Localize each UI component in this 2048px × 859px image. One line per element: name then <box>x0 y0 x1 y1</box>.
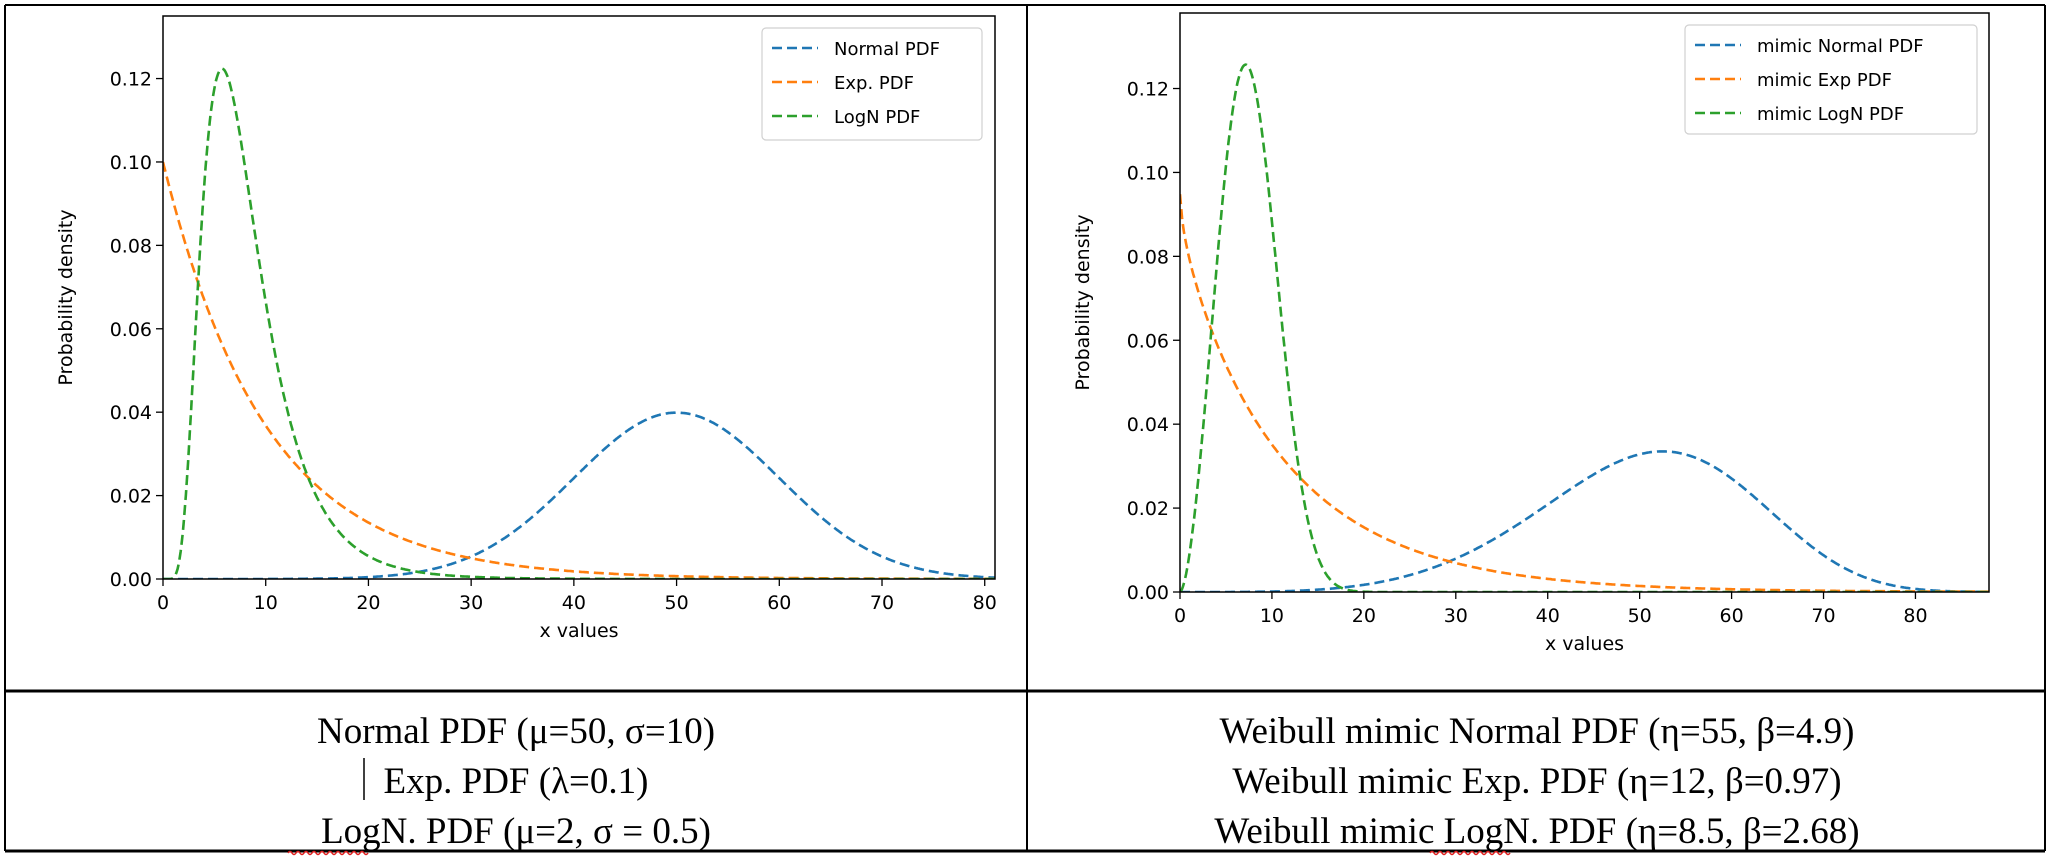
legend-label: mimic Normal PDF <box>1757 36 1924 57</box>
left-chart: 0 10 20 30 40 50 60 70 80 0.00 0.02 0.04 0.06 0.08 0.1… <box>55 15 997 642</box>
y-tick-label: 0.08 <box>1127 246 1169 268</box>
legend: Normal PDF Exp. PDF LogN PDF <box>761 27 983 141</box>
legend: mimic Normal PDF mimic Exp PDF mimic LogN … <box>1684 24 1978 135</box>
x-tick-label: 60 <box>767 592 791 614</box>
x-tick-label: 0 <box>1174 605 1186 627</box>
axes-frame <box>162 15 996 580</box>
caption-line: Weibull mimic Exp. PDF (η=12, β=0.97) <box>1232 761 1842 802</box>
right-caption: Weibull mimic Normal PDF (η=55, β=4.9) W… <box>1027 707 2047 857</box>
y-tick-label: 0.10 <box>1127 162 1169 184</box>
y-tick-label: 0.12 <box>110 69 152 91</box>
legend-label: LogN PDF <box>834 107 920 128</box>
x-tick-label: 20 <box>356 592 380 614</box>
y-tick-label: 0.04 <box>110 402 152 424</box>
x-tick-label: 50 <box>664 592 688 614</box>
y-tick-label: 0.00 <box>110 569 152 591</box>
caption-line: Weibull mimic Normal PDF (η=55, β=4.9) <box>1219 711 1855 752</box>
x-tick-label: 30 <box>459 592 483 614</box>
x-tick-label: 80 <box>973 592 997 614</box>
series-line <box>163 161 995 579</box>
legend-label: Exp. PDF <box>834 73 914 94</box>
x-tick-label: 40 <box>562 592 586 614</box>
y-tick-label: 0.04 <box>1127 414 1169 436</box>
series-line <box>1180 63 1989 592</box>
x-tick-label: 0 <box>157 592 169 614</box>
x-tick-label: 60 <box>1719 605 1743 627</box>
y-tick-label: 0.06 <box>110 319 152 341</box>
legend-box <box>1684 24 1978 135</box>
x-tick-label: 50 <box>1628 605 1652 627</box>
x-tick-label: 70 <box>870 592 894 614</box>
y-tick-label: 0.02 <box>1127 498 1169 520</box>
spellcheck-underlines <box>287 850 1511 856</box>
y-tick-label: 0.10 <box>110 152 152 174</box>
y-tick-label: 0.08 <box>110 235 152 257</box>
legend-label: mimic LogN PDF <box>1757 104 1904 125</box>
series-line <box>163 67 995 579</box>
x-axis-label: x values <box>539 620 618 642</box>
caption-line: Normal PDF (μ=50, σ=10) <box>316 711 716 752</box>
y-tick-label: 0.02 <box>110 486 152 508</box>
y-tick-label: 0.00 <box>1127 582 1169 604</box>
y-axis-label: Probability density <box>1072 214 1094 390</box>
x-axis-label: x values <box>1545 633 1624 655</box>
x-tick-label: 70 <box>1811 605 1835 627</box>
y-axis-label: Probability density <box>55 209 77 385</box>
series-line <box>1180 450 1989 592</box>
series-line <box>1180 194 1989 592</box>
x-tick-label: 20 <box>1352 605 1376 627</box>
legend-label: Normal PDF <box>834 39 940 60</box>
caption-line: Exp. PDF (λ=0.1) <box>383 761 649 802</box>
x-tick-label: 80 <box>1903 605 1927 627</box>
right-chart: 0 10 20 30 40 50 60 70 80 0.00 0.02 0.04 0.06 0.08 0.1… <box>1072 12 1990 655</box>
axes-frame <box>1179 12 1990 593</box>
x-tick-label: 40 <box>1536 605 1560 627</box>
x-tick-label: 10 <box>254 592 278 614</box>
y-tick-label: 0.12 <box>1127 79 1169 101</box>
caption-line: Weibull mimic LogN. PDF (η=8.5, β=2.68) <box>1214 811 1860 852</box>
x-tick-label: 10 <box>1260 605 1284 627</box>
y-tick-label: 0.06 <box>1127 330 1169 352</box>
caption-line: LogN. PDF (μ=2, σ = 0.5) <box>321 811 711 852</box>
left-caption: Normal PDF (μ=50, σ=10) Exp. PDF (λ=0.1)… <box>6 707 1026 857</box>
legend-label: mimic Exp PDF <box>1757 70 1892 91</box>
x-tick-label: 30 <box>1444 605 1468 627</box>
legend-box <box>761 27 983 141</box>
series-line <box>163 411 995 579</box>
